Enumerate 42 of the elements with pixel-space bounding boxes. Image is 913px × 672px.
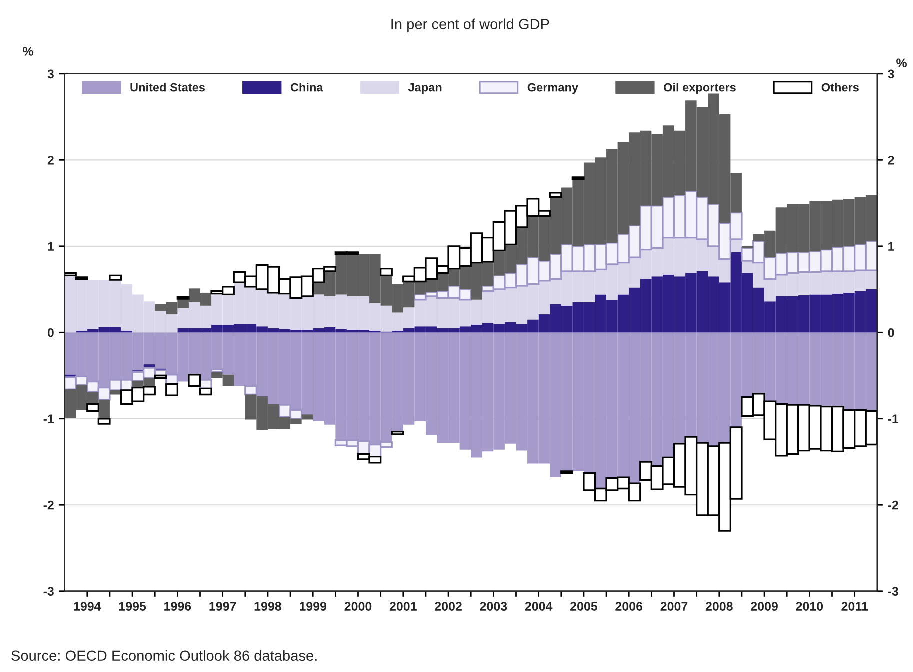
legend-label: Oil exporters xyxy=(664,83,736,94)
x-tick-label: 2000 xyxy=(344,602,372,611)
x-tick-label: 1995 xyxy=(119,602,146,611)
legend-label: United States xyxy=(130,83,205,92)
x-tick-label: 1998 xyxy=(254,602,282,611)
y2-tick-label: 3 xyxy=(888,70,894,79)
y2-tick-label: 2 xyxy=(888,156,894,165)
y-axis-title: % xyxy=(23,47,34,56)
y2-tick-label: -3 xyxy=(888,587,898,596)
x-tick-label: 2005 xyxy=(570,602,598,611)
x-tick-label: 2002 xyxy=(435,602,462,611)
x-tick-label: 2009 xyxy=(751,602,778,611)
y2-tick-label: 0 xyxy=(888,328,894,338)
y-tick-label: 2 xyxy=(48,156,54,165)
source-note: Source: OECD Economic Outlook 86 database. xyxy=(12,650,317,662)
y-tick-label: -3 xyxy=(44,587,54,596)
x-tick-label: 2006 xyxy=(616,602,643,611)
y-tick-label: 0 xyxy=(48,328,54,338)
x-tick-label: 1994 xyxy=(74,602,102,611)
legend-label: Japan xyxy=(408,84,442,94)
y2-tick-label: 1 xyxy=(888,242,894,251)
x-tick-label: 2004 xyxy=(525,602,553,611)
x-tick-label: 2001 xyxy=(390,602,417,611)
x-tick-label: 2010 xyxy=(796,602,824,611)
legend-label: Germany xyxy=(528,83,578,94)
y-tick-label: -2 xyxy=(44,500,54,510)
x-tick-label: 2003 xyxy=(480,602,508,611)
x-tick-label: 2007 xyxy=(660,602,688,611)
legend-label: Others xyxy=(822,83,859,92)
x-tick-label: 1997 xyxy=(210,602,236,611)
y2-tick-label: -1 xyxy=(888,414,899,424)
y-tick-label: -1 xyxy=(44,414,54,424)
y2-axis-title: % xyxy=(896,58,907,68)
legend-label: China xyxy=(290,83,324,92)
y-tick-label: 1 xyxy=(48,242,54,251)
y-tick-label: 3 xyxy=(48,70,54,79)
y2-tick-label: -2 xyxy=(888,500,898,510)
chart-title: In per cent of world GDP xyxy=(392,18,550,32)
x-tick-label: 1999 xyxy=(300,602,327,611)
x-tick-label: 2011 xyxy=(842,602,868,611)
x-tick-label: 2008 xyxy=(706,602,733,611)
x-tick-label: 1996 xyxy=(164,602,192,611)
